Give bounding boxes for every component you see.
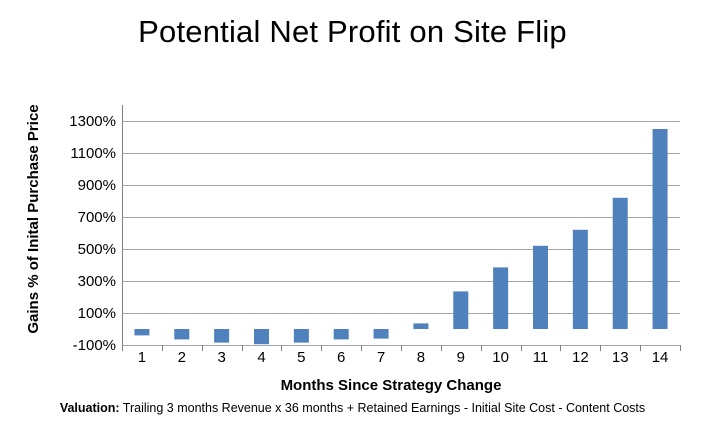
y-tick-label: 500% — [78, 241, 116, 258]
bars — [134, 129, 668, 345]
bar-chart: 1 2 3 4 5 6 7 8 9 10 11 12 13 14 -100%100%300%500%700… — [25, 104, 681, 394]
bar — [533, 245, 548, 329]
y-tick-label: 900% — [78, 177, 116, 194]
bar — [134, 329, 150, 336]
footnote-label: Valuation: — [59, 401, 120, 415]
x-tick-label: 8 — [417, 349, 425, 366]
bar — [174, 329, 190, 340]
x-tick-label: 7 — [377, 349, 385, 366]
y-tick-labels: -100% 100% 300% 500% 700% 900% 1100% 1300% — [69, 113, 116, 354]
x-tick-label: 5 — [297, 349, 305, 366]
x-tick-labels: 1 2 3 4 5 6 7 8 9 10 11 12 13 14 — [138, 349, 669, 366]
bar — [493, 267, 509, 329]
y-tick-label: 1100% — [70, 145, 116, 162]
x-tick-label: 12 — [572, 349, 589, 366]
x-tick-label: 1 — [138, 349, 146, 366]
x-tick-label: 11 — [533, 349, 549, 366]
x-tick-label: 2 — [178, 349, 186, 366]
bar — [214, 329, 230, 343]
bar — [612, 197, 628, 329]
y-tick-label: 700% — [78, 209, 116, 226]
y-tick-label: 1300% — [69, 113, 116, 130]
y-axis-title: Gains % of Inital Purchase Price — [25, 104, 42, 333]
bar — [373, 329, 389, 339]
x-tick-label: 3 — [217, 349, 225, 366]
x-tick-label: 14 — [652, 349, 669, 366]
gridlines — [122, 105, 681, 351]
bar — [333, 329, 349, 340]
y-tick-label: 300% — [78, 273, 116, 290]
bar — [254, 329, 269, 345]
y-tick-label: 100% — [78, 305, 116, 322]
x-tick-label: 6 — [337, 349, 345, 366]
x-tick-label: 9 — [457, 349, 465, 366]
y-tick-label: -100% — [73, 337, 116, 354]
bar — [293, 329, 309, 343]
x-tick-label: 13 — [612, 349, 629, 366]
chart-title: Potential Net Profit on Site Flip — [138, 14, 567, 49]
footnote-text: Trailing 3 months Revenue x 36 months + … — [119, 401, 646, 415]
footnote: Valuation: Trailing 3 months Revenue x 3… — [0, 401, 705, 415]
bar — [652, 129, 668, 329]
x-tick-label: 10 — [492, 349, 509, 366]
bar — [453, 291, 469, 329]
bar — [413, 323, 429, 329]
x-axis-title: Months Since Strategy Change — [281, 377, 502, 394]
bar — [572, 229, 588, 329]
x-tick-label: 4 — [257, 349, 265, 366]
